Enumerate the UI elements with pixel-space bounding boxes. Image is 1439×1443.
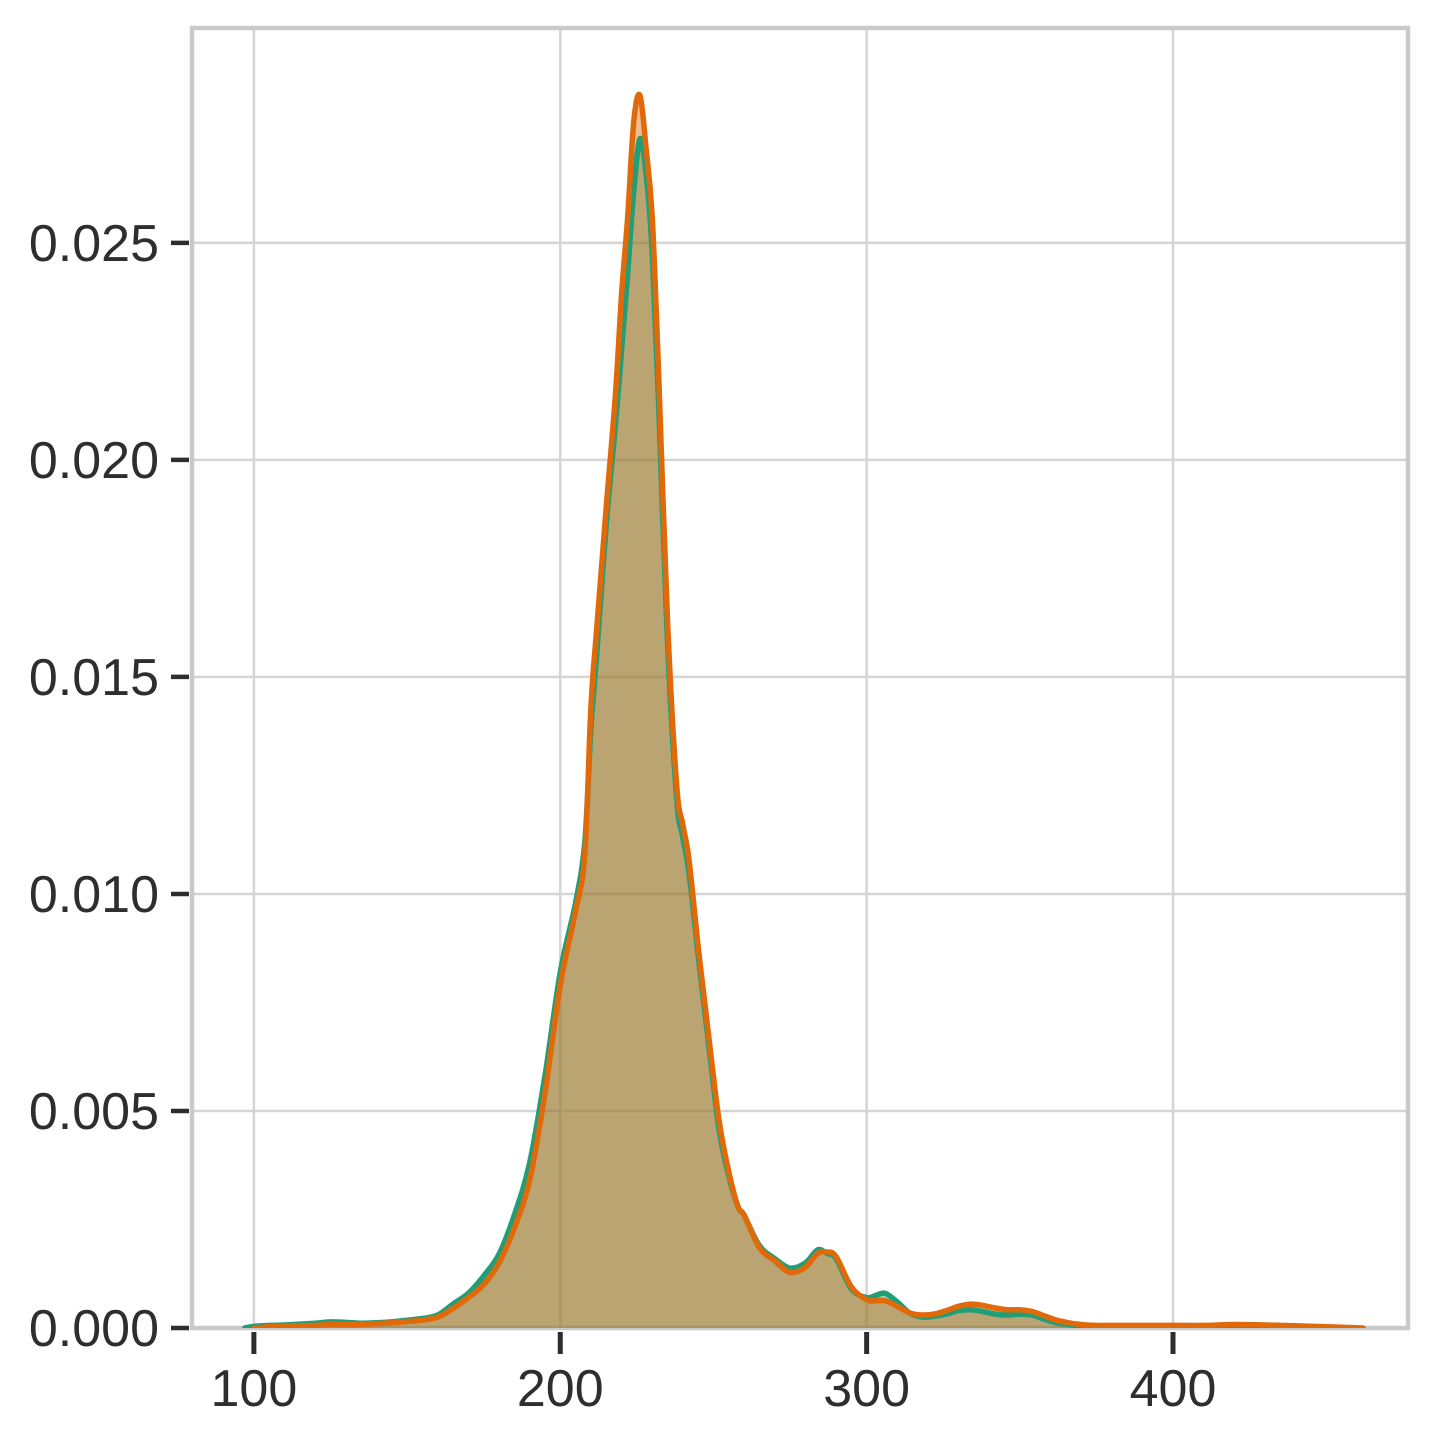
y-tick-label: 0.005 — [29, 1083, 159, 1141]
x-tick-label: 300 — [823, 1360, 910, 1418]
orange-density-fill — [253, 94, 1363, 1328]
y-tick-label: 0.020 — [29, 432, 159, 490]
x-tick-label: 200 — [517, 1360, 604, 1418]
gridlines — [192, 28, 1408, 1330]
plot-frame — [189, 25, 1411, 1331]
axis-tick-labels: 100 200 300 400 0.000 0.005 0.010 0.015 0.020 0.0… — [29, 215, 1217, 1418]
y-tick-label: 0.025 — [29, 215, 159, 273]
y-tick-label: 0.000 — [29, 1300, 159, 1358]
orange-density-line — [251, 91, 1366, 1328]
y-tick-label: 0.015 — [29, 649, 159, 707]
green-density-fill — [244, 138, 1327, 1328]
x-tick-label: 400 — [1130, 1360, 1217, 1418]
green-density-line — [241, 135, 1329, 1328]
x-tick-label: 100 — [211, 1360, 298, 1418]
y-tick-label: 0.010 — [29, 866, 159, 924]
density-curves — [241, 91, 1366, 1328]
axis-ticks — [171, 240, 1176, 1354]
